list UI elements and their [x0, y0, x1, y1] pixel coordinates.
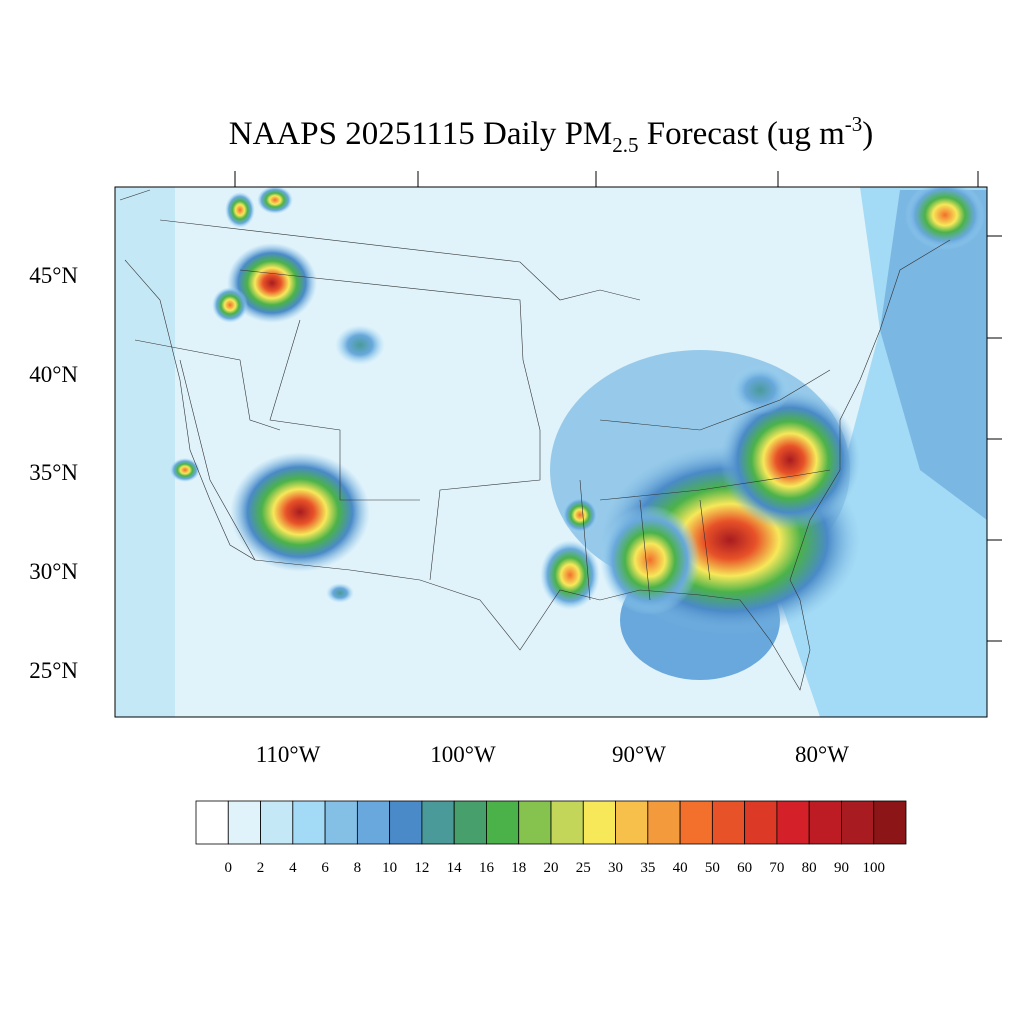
colorbar-label: 90 — [834, 860, 849, 876]
colorbar-box — [615, 800, 649, 845]
colorbar-label: 12 — [414, 860, 429, 876]
colorbar-label: 8 — [354, 860, 362, 876]
lat-label: 40°N — [29, 362, 78, 387]
title-main: NAAPS 20251115 Daily PM — [229, 116, 613, 152]
colorbar-label: 50 — [705, 860, 720, 876]
colorbar-label: 100 — [862, 860, 885, 876]
colorbar-label: 20 — [544, 860, 559, 876]
colorbar-box — [195, 800, 229, 845]
colorbar-box — [582, 800, 616, 845]
title-close: ) — [862, 116, 873, 152]
colorbar-box — [292, 800, 326, 845]
lat-label: 45°N — [29, 263, 78, 288]
colorbar-label: 6 — [321, 860, 329, 876]
colorbar-label: 80 — [802, 860, 817, 876]
lon-label: 90°W — [612, 742, 666, 767]
colorbar-box — [679, 800, 713, 845]
colorbar-box — [873, 800, 907, 845]
colorbar-label: 30 — [608, 860, 623, 876]
lon-label: 100°W — [430, 742, 496, 767]
axis-labels: 45°N 40°N 35°N 30°N 25°N 110°W 100°W 90°W 80°W — [29, 263, 849, 767]
colorbar-box — [776, 800, 810, 845]
colorbar-label: 0 — [225, 860, 233, 876]
lon-label: 80°W — [795, 742, 849, 767]
title-superscript: -3 — [845, 112, 863, 136]
colorbar-label: 60 — [737, 860, 752, 876]
colorbar: 0 2 4 6 8 10 12 14 16 18 20 25 30 35 40 50 60 70 80 90 100 — [195, 800, 907, 876]
lon-label: 110°W — [256, 742, 321, 767]
colorbar-box — [744, 800, 778, 845]
lat-label: 30°N — [29, 559, 78, 584]
colorbar-label: 25 — [576, 860, 591, 876]
colorbar-box — [647, 800, 681, 845]
lat-label: 35°N — [29, 460, 78, 485]
colorbar-label: 4 — [289, 860, 297, 876]
map-frame — [114, 186, 988, 718]
colorbar-label: 10 — [382, 860, 397, 876]
colorbar-box — [324, 800, 358, 845]
colorbar-box — [808, 800, 842, 845]
colorbar-box — [260, 800, 294, 845]
colorbar-box — [356, 800, 391, 845]
colorbar-label: 2 — [257, 860, 265, 876]
lat-label: 25°N — [29, 658, 78, 683]
title-subscript: 2.5 — [612, 133, 638, 157]
colorbar-box — [550, 800, 584, 845]
colorbar-box — [227, 800, 261, 845]
colorbar-label: 18 — [511, 860, 526, 876]
colorbar-box — [841, 800, 875, 845]
colorbar-label: 16 — [479, 860, 495, 876]
colorbar-box — [518, 800, 552, 845]
title-rest: Forecast (ug m — [639, 116, 846, 152]
colorbar-label: 35 — [640, 860, 655, 876]
map-field — [115, 187, 987, 717]
colorbar-box — [421, 800, 455, 845]
colorbar-label: 40 — [673, 860, 688, 876]
title: NAAPS 20251115 Daily PM2.5 Forecast (ug … — [229, 112, 873, 157]
colorbar-box — [486, 800, 520, 845]
colorbar-label: 70 — [769, 860, 784, 876]
colorbar-box — [453, 800, 487, 845]
colorbar-label: 14 — [447, 860, 463, 876]
colorbar-box — [389, 800, 423, 845]
map-ticks — [234, 171, 1002, 642]
colorbar-box — [711, 800, 746, 845]
